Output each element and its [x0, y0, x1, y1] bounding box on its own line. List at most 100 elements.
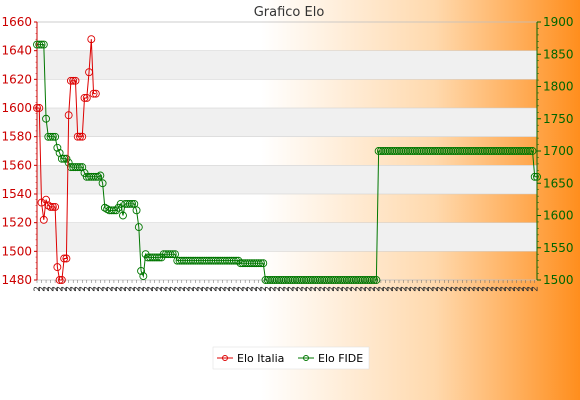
- elo-fide-point: [530, 172, 539, 181]
- left-axis-tick-label: 1480: [1, 273, 32, 287]
- x-axis-tick-label: 2: [223, 286, 233, 292]
- elo-fide-point: [94, 172, 103, 181]
- x-axis-tick-label: 2: [359, 286, 369, 292]
- elo-italia-point: [69, 76, 78, 85]
- elo-fide-point: [524, 147, 532, 155]
- x-axis-tick-label: 2: [517, 286, 527, 292]
- elo-italia-point: [80, 94, 89, 102]
- x-axis-tick-label: 2: [209, 286, 219, 292]
- elo-fide-point: [42, 114, 50, 123]
- x-axis-tick-label: 2: [196, 286, 206, 292]
- x-axis-tick-label: 2: [332, 286, 342, 292]
- x-axis-tick-label: 2: [295, 286, 305, 292]
- x-axis-tick-label: 2: [101, 286, 111, 292]
- x-axis-tick-label: 2: [323, 286, 333, 292]
- x-axis-tick-label: 2: [110, 286, 120, 292]
- x-axis-tick-label: 2: [241, 286, 251, 292]
- right-axis-tick-label: 1500: [543, 273, 574, 287]
- elo-fide-point: [166, 250, 175, 259]
- x-axis-tick-label: 2: [259, 286, 269, 292]
- x-axis-tick-label: 2: [286, 286, 296, 292]
- elo-fide-point: [80, 168, 89, 177]
- x-axis-tick-label: 2: [304, 286, 314, 292]
- right-axis-tick-label: 1550: [543, 241, 574, 255]
- elo-italia-point: [73, 132, 82, 141]
- x-axis-tick-label: 2: [137, 286, 147, 292]
- elo-fide-point: [139, 272, 148, 281]
- elo-fide-point: [46, 132, 55, 141]
- right-axis-tick-label: 1650: [543, 176, 574, 190]
- x-axis-tick-label: 2: [42, 286, 52, 292]
- chart-title: Grafico Elo: [254, 5, 325, 20]
- elo-italia-point: [87, 35, 96, 44]
- x-axis-tick-label: 2: [250, 286, 260, 292]
- elo-fide-point: [259, 259, 268, 268]
- x-axis-tick-label: 2: [255, 286, 265, 292]
- right-axis-tick-label: 1900: [543, 15, 574, 29]
- x-axis-tick-label: 2: [65, 286, 75, 292]
- x-axis-tick-label: 2: [87, 286, 97, 292]
- elo-fide-point: [109, 206, 118, 215]
- x-axis-tick-label: 2: [490, 286, 500, 292]
- x-axis-tick-label: 2: [74, 286, 84, 292]
- elo-fide-point: [62, 154, 71, 163]
- legend-marker-italia: [222, 355, 228, 361]
- x-axis-tick-label: 2: [47, 286, 57, 292]
- elo-fide-point: [55, 148, 64, 157]
- x-axis-tick-label: 2: [400, 286, 410, 292]
- elo-fide-point: [132, 206, 141, 215]
- x-axis-tick-label: 2: [476, 286, 486, 292]
- elo-fide-point: [372, 276, 381, 284]
- elo-italia-point: [89, 89, 98, 98]
- x-axis-tick-label: 2: [495, 286, 505, 292]
- x-axis-tick-label: 2: [60, 286, 70, 292]
- x-axis-tick-label: 2: [282, 286, 292, 292]
- x-axis-tick-label: 2: [155, 286, 165, 292]
- grid-band: [37, 165, 537, 194]
- elo-fide-point: [119, 211, 127, 220]
- left-axis-tick-label: 1560: [1, 158, 32, 172]
- left-axis-tick-label: 1660: [1, 15, 32, 29]
- x-axis-tick-label: 2: [56, 286, 66, 292]
- x-axis-tick-label: 2: [151, 286, 161, 292]
- elo-fide-point: [257, 259, 265, 268]
- elo-italia-point: [46, 202, 55, 211]
- x-axis-tick-label: 2: [485, 286, 495, 292]
- left-axis-tick-label: 1520: [1, 216, 32, 230]
- x-axis-tick-label: 2: [508, 286, 518, 292]
- elo-italia-point: [37, 198, 46, 207]
- elo-italia-point: [53, 263, 62, 272]
- x-axis-tick-label: 2: [314, 286, 324, 292]
- x-axis-tick-label: 2: [268, 286, 278, 292]
- x-axis-tick-label: 2: [178, 286, 188, 292]
- elo-italia-point: [85, 68, 93, 77]
- x-axis-tick-label: 2: [114, 286, 124, 292]
- elo-fide-point: [526, 147, 535, 155]
- right-axis-tick-label: 1700: [543, 144, 574, 158]
- elo-italia-line: [37, 39, 96, 281]
- x-axis-tick-label: 2: [105, 286, 115, 292]
- x-axis-tick-label: 2: [128, 286, 138, 292]
- x-axis-tick-label: 2: [291, 286, 301, 292]
- x-axis-tick-label: 2: [264, 286, 274, 292]
- elo-italia-point: [76, 132, 84, 141]
- x-axis-tick-label: 2: [246, 286, 256, 292]
- x-axis-tick-label: 2: [404, 286, 414, 292]
- elo-fide-point: [73, 163, 82, 172]
- x-axis-tick-label: 2: [413, 286, 423, 292]
- x-axis-tick-label: 2: [119, 286, 129, 292]
- x-axis-tick-label: 2: [481, 286, 491, 292]
- x-axis-tick-label: 2: [38, 286, 48, 292]
- x-axis-tick-label: 2: [513, 286, 523, 292]
- right-axis-tick-label: 1850: [543, 47, 574, 61]
- x-axis-tick-label: 2: [522, 286, 532, 292]
- elo-fide-point: [367, 276, 376, 284]
- x-axis-tick-label: 2: [169, 286, 179, 292]
- elo-fide-point: [234, 256, 243, 265]
- x-axis-tick-label: 2: [427, 286, 437, 292]
- grid-band: [37, 108, 537, 137]
- grid-band: [37, 50, 537, 80]
- x-axis-tick-label: 2: [51, 286, 61, 292]
- x-axis-tick-label: 2: [526, 286, 536, 292]
- x-axis-tick-label: 2: [123, 286, 133, 292]
